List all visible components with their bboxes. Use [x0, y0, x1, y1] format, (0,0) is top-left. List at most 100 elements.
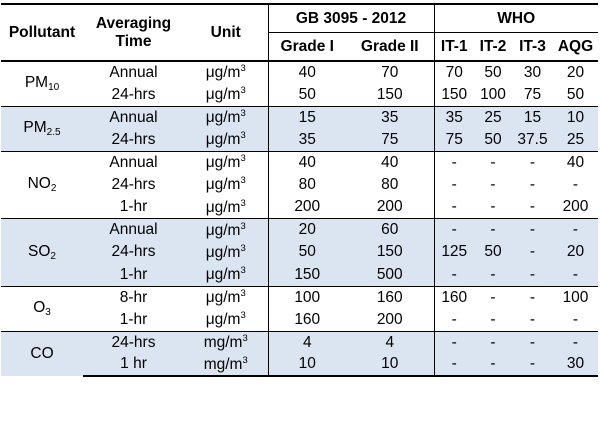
- unit-cell: μg/m3: [184, 61, 268, 84]
- it-2-cell: 50: [484, 63, 502, 81]
- grade-1-cell: 50: [267, 241, 346, 264]
- unit-superscript: 3: [242, 354, 248, 366]
- averaging-time-cell: 1 hr: [83, 353, 184, 377]
- it-2-cell: -: [490, 310, 496, 328]
- unit-base: μg/m: [205, 109, 241, 126]
- it-1-cell: 75: [433, 128, 474, 151]
- grade-1-cell: 100: [267, 285, 346, 309]
- unit-superscript: 3: [242, 333, 248, 344]
- it-3-cell: -: [512, 218, 553, 241]
- unit-superscript: 3: [240, 175, 246, 187]
- aqg-cell: 20: [553, 241, 598, 264]
- table-row: 24-hrs μg/m3 50 150 125 50-20: [1, 241, 598, 264]
- grade-2-cell: 60: [346, 218, 434, 241]
- unit-base: μg/m: [205, 176, 241, 194]
- header-grade-2: Grade II: [346, 32, 434, 62]
- aqg-cell: 30: [553, 353, 598, 377]
- unit-base: μg/m: [205, 131, 241, 148]
- averaging-time-cell: Annual: [83, 218, 184, 241]
- header-averaging-time-line1: Averaging: [95, 14, 172, 32]
- it-1-cell: 125: [433, 241, 474, 264]
- unit-superscript: 3: [240, 242, 246, 254]
- it-1-cell: -: [433, 173, 474, 196]
- it-3-cell: -: [529, 310, 536, 328]
- unit-base: mg/m: [203, 334, 243, 351]
- it-1-cell: 70: [433, 61, 474, 84]
- grade-1-cell: 10: [267, 353, 346, 377]
- unit-cell: μg/m3: [184, 309, 268, 332]
- grade-2-cell: 4: [346, 330, 434, 354]
- it-3-cell: -: [512, 285, 553, 309]
- unit-superscript: 3: [240, 85, 246, 96]
- grade-2-cell: 80: [381, 175, 399, 193]
- averaging-time-cell: 1-hr: [119, 198, 148, 215]
- averaging-time-cell: 1-hr: [119, 310, 148, 328]
- it-2-cell: -: [474, 285, 512, 309]
- table-row: 1-hr μg/m3 200 200- - -200: [1, 196, 598, 219]
- table-row: PM10 Annual μg/m3 40 70 70 50 30 20: [1, 61, 598, 93]
- it-1-cell: -: [433, 196, 474, 219]
- averaging-time-cell: 24-hrs: [83, 330, 184, 354]
- it-2-cell: -: [474, 330, 512, 354]
- grade-1-cell: 50: [267, 83, 346, 106]
- header-averaging-time-line2: Time: [115, 32, 152, 50]
- it-2-cell: -: [474, 150, 512, 174]
- pollutant-cell: NO2: [1, 150, 83, 219]
- unit-base: μg/m: [205, 198, 241, 216]
- unit-cell: μg/m3: [184, 218, 268, 241]
- aqg-cell: 50: [566, 85, 585, 103]
- unit-cell: μg/m3: [184, 263, 268, 286]
- unit-cell: μg/m3: [184, 150, 268, 174]
- it-1-cell: -: [433, 308, 474, 331]
- it-2-cell: -: [490, 198, 496, 215]
- unit-base: μg/m: [205, 64, 241, 82]
- table-row: 24-hrs μg/m3 50 150 150 100 75 50: [1, 83, 598, 107]
- aqg-cell: -: [553, 218, 598, 241]
- unit-cell: μg/m3: [184, 174, 268, 197]
- pollutant-name: PM: [23, 119, 47, 136]
- pollutant-name: PM: [24, 74, 49, 92]
- grade-1-cell: 40: [267, 150, 346, 174]
- it-3-cell: 30: [523, 63, 542, 81]
- unit-base: μg/m: [205, 154, 241, 171]
- it-3-cell: 37.5: [512, 128, 553, 151]
- averaging-time-cell: 24-hrs: [83, 128, 184, 151]
- pollutant-name: O: [33, 299, 46, 316]
- pollutant-cell: CO: [1, 330, 83, 376]
- pollutant-cell: PM10: [1, 61, 83, 106]
- pollutant-subscript: 2.5: [46, 127, 61, 138]
- table-row: 1-hr μg/m3 150 500- - - -: [1, 263, 598, 286]
- it-2-cell: -: [474, 353, 512, 377]
- header-grade-1: Grade I: [267, 32, 346, 62]
- unit-superscript: 3: [240, 153, 246, 164]
- it-1-cell: -: [433, 150, 474, 174]
- pollutant-name: NO: [27, 175, 51, 193]
- it-1-cell: -: [433, 330, 474, 354]
- unit-base: μg/m: [205, 86, 241, 103]
- unit-superscript: 3: [240, 63, 246, 75]
- grade-2-cell: 200: [376, 310, 403, 328]
- averaging-time-cell: 1-hr: [83, 263, 184, 286]
- it-2-cell: -: [490, 175, 496, 193]
- grade-2-cell: 160: [346, 285, 434, 309]
- unit-base: μg/m: [205, 221, 241, 239]
- it-3-cell: -: [529, 175, 536, 193]
- pollutant-name: SO: [28, 242, 51, 260]
- grade-2-cell: 10: [346, 353, 434, 377]
- grade-2-cell: 150: [346, 241, 434, 264]
- it-3-cell: -: [512, 263, 553, 286]
- aqg-cell: -: [553, 330, 598, 354]
- it-2-cell: -: [474, 263, 512, 286]
- header-it-2: IT-2: [474, 32, 512, 62]
- unit-cell: μg/m3: [184, 84, 268, 107]
- unit-cell: μg/m3: [184, 241, 268, 264]
- it-3-cell: -: [512, 330, 553, 354]
- aqg-cell: -: [572, 175, 579, 193]
- unit-cell: μg/m3: [184, 196, 268, 219]
- averaging-time-cell: 24-hrs: [111, 175, 156, 193]
- header-unit: Unit: [184, 3, 268, 62]
- aqg-cell: 40: [553, 150, 598, 174]
- averaging-time-cell: 24-hrs: [111, 85, 156, 103]
- it-1-cell: -: [433, 263, 474, 286]
- unit-cell: mg/m3: [184, 330, 268, 354]
